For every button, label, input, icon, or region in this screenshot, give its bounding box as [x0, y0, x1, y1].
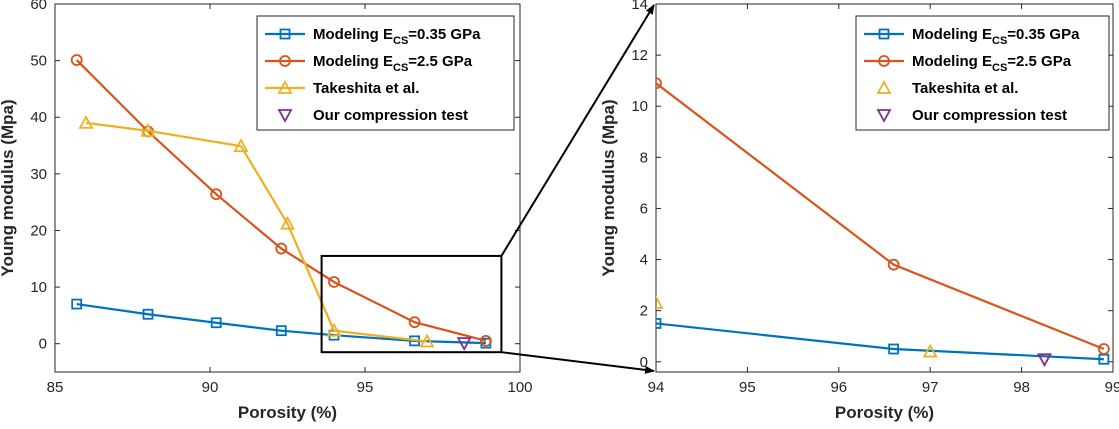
data-point: [419, 333, 435, 348]
x-tick-label: 94: [648, 379, 665, 396]
legend-entry: Modeling ECS=0.35 GPa: [912, 26, 1080, 47]
legend-marker: [279, 28, 291, 40]
x-tick-label: 96: [830, 379, 847, 396]
zoom-box: [320, 254, 503, 354]
data-point: [142, 308, 154, 320]
data-point: [326, 322, 342, 337]
y-tick-label: 30: [30, 166, 47, 183]
data-point: [275, 325, 287, 337]
legend-marker: [876, 109, 892, 123]
legend-marker: [279, 55, 291, 67]
y-tick-label: 4: [640, 252, 648, 269]
legend-marker: [876, 80, 892, 94]
y-tick-label: 50: [30, 53, 47, 70]
x-axis-label: Porosity (%): [835, 403, 934, 422]
y-tick-label: 60: [30, 0, 47, 13]
legend-entry: Our compression test: [912, 107, 1067, 124]
legend-entry: Takeshita et al.: [912, 80, 1018, 97]
data-point: [456, 337, 472, 352]
legend-entry: Our compression test: [313, 107, 468, 124]
zoom-connectors: [500, 4, 655, 374]
y-tick-label: 40: [30, 109, 47, 126]
x-tick-label: 95: [739, 379, 756, 396]
data-point: [656, 77, 662, 90]
legend-marker: [878, 28, 890, 40]
left-chart: 85 90 95 100 0 10 20 30 40 50 60 Porosity (%) Young …: [0, 0, 533, 422]
legend: Modeling ECS=0.35 GPa Modeling ECS=2.5 GP…: [256, 15, 515, 131]
y-tick-label: 0: [39, 336, 47, 353]
series-group: [70, 54, 492, 352]
data-point: [140, 122, 156, 137]
data-point: [71, 298, 83, 310]
data-point: [408, 316, 421, 329]
x-tick-label: 90: [202, 379, 219, 396]
data-point: [275, 242, 288, 255]
legend-marker: [277, 109, 293, 123]
data-point: [210, 188, 223, 201]
x-axis-label: Porosity (%): [238, 403, 337, 422]
y-tick-label: 12: [631, 47, 648, 64]
data-point: [1097, 343, 1110, 355]
legend-marker: [277, 80, 293, 94]
x-tick-label: 85: [47, 379, 64, 396]
y-tick-label: 20: [30, 222, 47, 239]
series-line: [656, 322, 1104, 361]
series-line: [85, 121, 428, 343]
data-point: [656, 295, 664, 309]
y-axis-label: Young modulus (Mpa): [0, 99, 17, 276]
legend-marker: [878, 55, 890, 67]
y-axis-label: Young modulus (Mpa): [599, 99, 618, 276]
legend: Modeling ECS=0.35 GPa Modeling ECS=2.5 GP…: [855, 15, 1110, 131]
right-chart: 94 95 96 97 98 99 0 2 4 6 8 10 12 14 Porosity (%) Young…: [599, 0, 1119, 422]
x-tick-label: 97: [922, 379, 939, 396]
zoom-arrow-top: [500, 4, 655, 257]
y-tick-label: 14: [631, 0, 648, 13]
y-tick-label: 10: [631, 98, 648, 115]
data-point: [328, 276, 340, 288]
x-tick-label: 100: [507, 379, 532, 396]
y-tick-label: 8: [640, 149, 648, 166]
data-point: [656, 318, 662, 329]
legend-entry: Takeshita et al.: [313, 80, 419, 97]
legend-entry: Modeling ECS=2.5 GPa: [313, 53, 473, 74]
data-point: [888, 343, 900, 355]
data-point: [233, 138, 249, 153]
x-tick-label: 99: [1105, 379, 1119, 396]
data-point: [887, 258, 900, 271]
data-point: [279, 215, 296, 230]
legend-entry: Modeling ECS=0.35 GPa: [313, 26, 481, 47]
y-tick-label: 2: [640, 303, 648, 320]
x-tick-label: 98: [1013, 379, 1030, 396]
series-group: [656, 77, 1110, 368]
data-point: [922, 343, 938, 358]
data-point: [78, 115, 94, 129]
y-tick-label: 0: [640, 354, 648, 371]
y-tick-label: 6: [640, 200, 648, 217]
y-tick-label: 10: [30, 279, 47, 296]
data-point: [479, 334, 492, 347]
legend-entry: Modeling ECS=2.5 GPa: [912, 53, 1072, 74]
data-point: [70, 54, 83, 66]
data-point: [1036, 353, 1052, 368]
x-tick-label: 95: [357, 379, 374, 396]
series-line: [656, 81, 1105, 351]
zoom-arrow-bottom: [501, 351, 655, 374]
data-point: [210, 317, 222, 329]
